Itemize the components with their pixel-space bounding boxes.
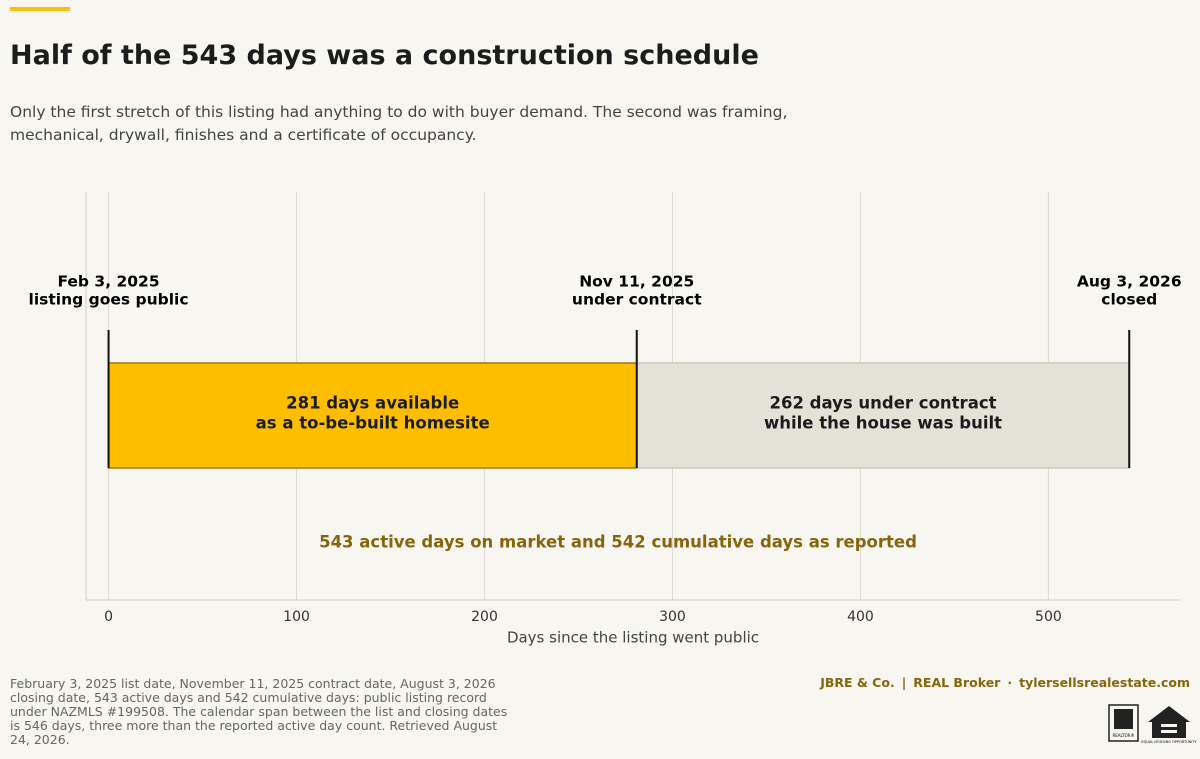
realtor-logo-mark (1114, 709, 1133, 729)
brand-item: REAL Broker (913, 675, 1001, 690)
x-tick-label: 500 (1035, 609, 1062, 625)
subtitle-line: mechanical, drywall, finishes and a cert… (10, 126, 477, 144)
brand-item: · (1007, 675, 1013, 690)
x-tick-label: 400 (847, 609, 874, 625)
x-axis-label: Days since the listing went public (507, 629, 759, 647)
brand: JBRE & Co. | REAL Broker · tylersellsrealest… (813, 675, 1190, 690)
marker-label: closed (1101, 291, 1157, 309)
bar-segment (107, 362, 638, 469)
x-tick-label: 0 (104, 609, 113, 625)
eho-logo (1148, 706, 1190, 738)
chart-title: Half of the 543 days was a construction … (10, 40, 759, 71)
accent-bar (10, 7, 70, 11)
eho-logo-line (1161, 724, 1177, 727)
x-tick-label: 200 (471, 609, 498, 625)
footnote: February 3, 2025 list date, November 11,… (10, 676, 508, 747)
bar-segment (636, 362, 1130, 469)
marker-date: Aug 3, 2026 (1077, 273, 1182, 291)
brand-item: | (901, 675, 907, 690)
marker-label: listing goes public (29, 291, 189, 309)
logo-text: REALTOR® (1112, 733, 1134, 738)
segment-label: 281 days available (286, 394, 459, 413)
segment-label: while the house was built (764, 414, 1002, 433)
marker-label: under contract (572, 291, 702, 309)
subtitle-line: Only the first stretch of this listing h… (10, 103, 788, 121)
chart: 0 100 200 300 400 500 Days since the listing w… (29, 192, 1182, 647)
x-tick-label: 300 (659, 609, 686, 625)
eho-logo-line (1161, 730, 1177, 733)
segment-label: 262 days under contract (769, 394, 996, 413)
brand-item: tylersellsrealestate.com (1019, 675, 1190, 690)
subtitle: Only the first stretch of this listing h… (10, 101, 787, 147)
segment-label: as a to-be-built homesite (256, 414, 490, 433)
logo-text: EQUAL HOUSING OPPORTUNITY (1141, 740, 1197, 744)
brand-item: JBRE & Co. (820, 675, 895, 690)
marker-date: Feb 3, 2025 (57, 273, 159, 291)
marker-date: Nov 11, 2025 (579, 273, 694, 291)
realtor-logo (1108, 704, 1139, 742)
x-tick-label: 100 (283, 609, 310, 625)
annotation: 543 active days on market and 542 cumula… (319, 533, 917, 552)
